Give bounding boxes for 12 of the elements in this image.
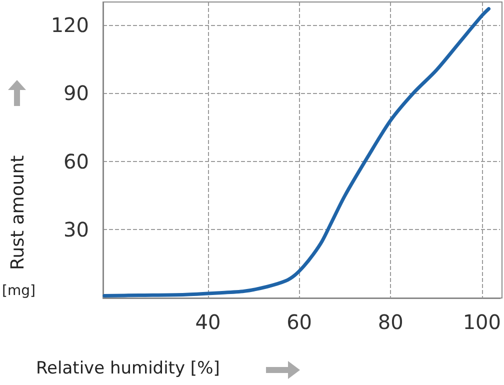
y-tick-label: 120 <box>50 12 89 37</box>
x-axis-title: Relative humidity [%] <box>36 358 220 378</box>
y-axis-title: Rust amount <box>8 155 28 270</box>
y-tick-label: 60 <box>64 149 89 174</box>
text: [mg] <box>2 283 36 299</box>
y-tick-label: 30 <box>64 218 89 242</box>
line-series <box>102 7 491 298</box>
y-tick-label: 90 <box>64 81 89 106</box>
x-tick-label: 40 <box>195 310 221 334</box>
x-tick-label: 60 <box>286 310 312 334</box>
x-tick-label: 100 <box>462 310 502 334</box>
x-tick-label: 80 <box>378 310 404 334</box>
